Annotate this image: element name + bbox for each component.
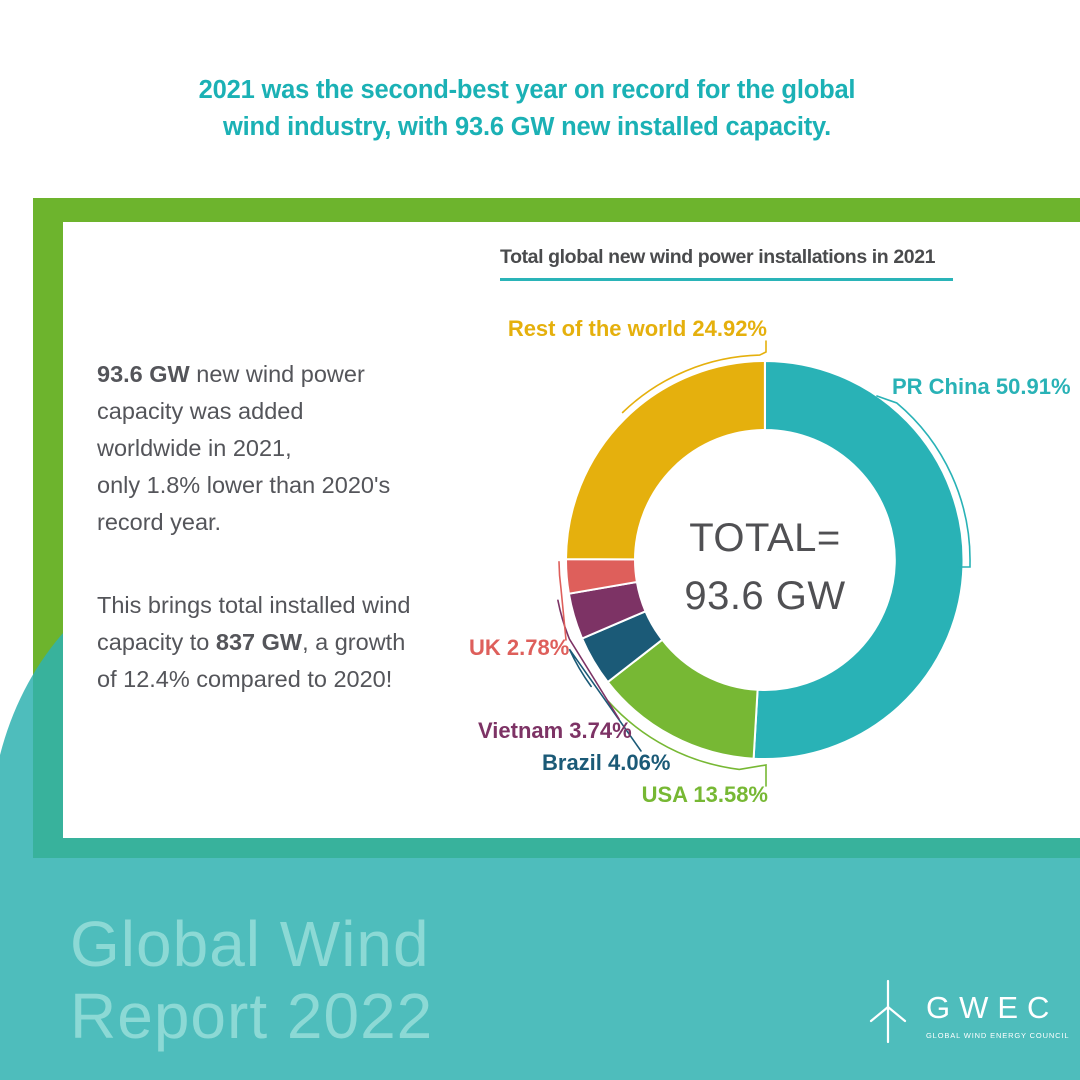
callout-bracket-usa xyxy=(607,700,767,787)
callout-bracket-pr-china xyxy=(876,395,971,568)
donut-center-label: TOTAL= 93.6 GW xyxy=(684,516,846,618)
callout-bracket-brazil xyxy=(568,648,642,752)
segment-label-usa: USA 13.58% xyxy=(641,782,768,807)
callout-bracket-rest-of-the-world xyxy=(621,340,767,414)
gwec-logo: GWEC GLOBAL WIND ENERGY COUNCIL xyxy=(866,976,1069,1046)
segment-label-vietnam: Vietnam 3.74% xyxy=(478,718,632,743)
gwec-wordmark: GWEC xyxy=(926,990,1059,1025)
gwec-tagline: GLOBAL WIND ENERGY COUNCIL xyxy=(926,1031,1070,1040)
body-paragraph: This brings total installed wind capacit… xyxy=(97,592,411,692)
frame-bottom-strip xyxy=(63,838,1080,858)
callout-bracket-uk xyxy=(558,561,567,641)
donut-segment-pr-china xyxy=(752,359,965,760)
donut-segment-rest-of-the-world xyxy=(564,359,766,561)
report-title: Global Wind Report 2022 xyxy=(70,908,434,1053)
chart-title-underline xyxy=(500,278,953,281)
body-text: 93.6 GW new wind power capacity was adde… xyxy=(97,356,477,698)
wind-turbine-icon xyxy=(869,979,907,1044)
segment-label-rest-of-the-world: Rest of the world 24.92% xyxy=(507,316,767,341)
headline: 2021 was the second-best year on record … xyxy=(198,76,856,141)
body-paragraph: 93.6 GW new wind power capacity was adde… xyxy=(97,361,391,535)
gwec-text-block: GWEC GLOBAL WIND ENERGY COUNCIL xyxy=(926,990,1069,1040)
segment-label-uk: UK 2.78% xyxy=(469,635,570,660)
swoosh-band-shape xyxy=(0,633,1080,1080)
chart-title: Total global new wind power installation… xyxy=(500,246,936,268)
segment-label-brazil: Brazil 4.06% xyxy=(542,750,671,775)
segment-label-pr-china: PR China 50.91% xyxy=(892,374,1071,399)
